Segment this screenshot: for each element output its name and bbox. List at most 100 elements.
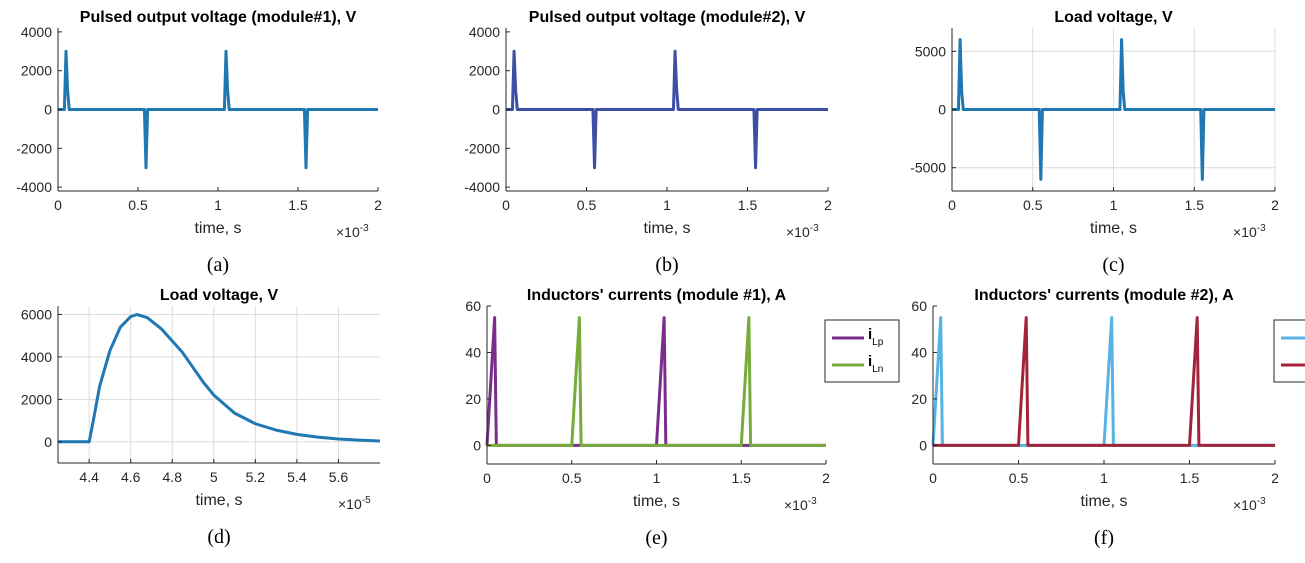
y-tick-label: 2000	[21, 391, 52, 407]
x-tick-label: 1.5	[288, 197, 308, 213]
x-tick-label: 1.5	[738, 197, 758, 213]
panel-caption: (f)	[1094, 527, 1114, 549]
x-tick-label: 0.5	[562, 470, 582, 486]
x-axis-label: time, s	[194, 220, 241, 237]
x-axis-label: time, s	[643, 220, 690, 237]
x-axis-multiplier: ×10-5	[338, 495, 371, 512]
chart-title: Inductors' currents (module #1), A	[527, 287, 787, 304]
x-axis-label: time, s	[1080, 493, 1127, 510]
y-tick-label: 2000	[21, 63, 52, 79]
y-tick-label: 20	[465, 391, 481, 407]
y-tick-label: 60	[911, 298, 927, 314]
x-tick-label: 1	[214, 197, 222, 213]
x-tick-label: 1	[1100, 470, 1108, 486]
x-tick-label: 2	[824, 197, 832, 213]
chart-title: Inductors' currents (module #2), A	[974, 287, 1234, 304]
y-tick-label: 0	[44, 434, 52, 450]
x-tick-label: 5.4	[287, 469, 307, 485]
chart-title: Load voltage, V	[1054, 9, 1173, 26]
x-tick-label: 1.5	[732, 470, 752, 486]
x-tick-label: 0.5	[577, 197, 597, 213]
x-axis-multiplier: ×10-3	[336, 223, 369, 240]
legend: iLp iLn	[824, 319, 900, 383]
y-tick-label: 5000	[915, 43, 946, 59]
y-tick-label: 40	[465, 344, 481, 360]
y-tick-label: 0	[919, 437, 927, 453]
panel-c: 0 0.5 1 1.5 2 -5000 0 5000 Load voltage, V time, …	[910, 9, 1279, 276]
y-tick-label: 4000	[21, 349, 52, 365]
panel-caption: (b)	[655, 254, 678, 276]
series-line-2	[933, 316, 1275, 447]
x-tick-label: 4.6	[121, 469, 141, 485]
x-tick-label: 2	[1271, 197, 1279, 213]
x-tick-label: 4.4	[79, 469, 99, 485]
y-tick-label: 2000	[469, 63, 500, 79]
x-tick-label: 1.5	[1180, 470, 1200, 486]
legend-entry: iLp	[868, 326, 884, 348]
x-tick-label: 2	[374, 197, 382, 213]
x-tick-label: 1	[663, 197, 671, 213]
x-tick-label: 0	[502, 197, 510, 213]
x-tick-label: 5.6	[329, 469, 349, 485]
x-axis-multiplier: ×10-3	[1233, 223, 1266, 240]
y-tick-label: -4000	[464, 179, 500, 195]
series-line-1	[58, 312, 381, 444]
x-tick-label: 1	[1110, 197, 1118, 213]
legend-box	[1273, 319, 1305, 383]
x-axis-label: time, s	[195, 492, 242, 509]
x-tick-label: 0	[929, 470, 937, 486]
y-tick-label: 0	[473, 437, 481, 453]
chart-title: Pulsed output voltage (module#2), V	[529, 9, 806, 26]
x-axis-multiplier: ×10-3	[1233, 496, 1266, 513]
y-tick-label: 6000	[21, 306, 52, 322]
y-tick-label: 0	[44, 102, 52, 118]
chart-title: Load voltage, V	[160, 287, 279, 304]
panel-a: 0 0.5 1 1.5 2 -4000 -2000 0 2000 4000 Pulsed outpu…	[16, 9, 382, 276]
x-tick-label: 0	[483, 470, 491, 486]
y-tick-label: 40	[911, 344, 927, 360]
y-tick-label: 4000	[469, 24, 500, 40]
x-tick-label: 2	[1271, 470, 1279, 486]
x-tick-label: 1	[653, 470, 661, 486]
panel-caption: (e)	[645, 527, 667, 549]
y-tick-label: -5000	[910, 160, 946, 176]
legend-entry: iLn	[868, 353, 883, 375]
y-tick-label: -2000	[16, 140, 52, 156]
panel-caption: (c)	[1102, 254, 1124, 276]
y-tick-label: 60	[465, 298, 481, 314]
y-tick-label: 0	[938, 102, 946, 118]
panel-d: 4.4 4.6 4.8 5 5.2 5.4 5.6 0 2000 4000 6000 Load vol…	[21, 287, 381, 548]
series-line-1	[58, 49, 378, 170]
x-tick-label: 0	[54, 197, 62, 213]
y-tick-label: 0	[492, 102, 500, 118]
panel-caption: (d)	[207, 526, 230, 548]
x-tick-label: 0.5	[128, 197, 148, 213]
legend-box	[824, 319, 900, 383]
panel-caption: (a)	[207, 254, 229, 276]
series-line-1	[506, 49, 828, 170]
x-tick-label: 0.5	[1023, 197, 1043, 213]
series-line-2	[487, 316, 826, 447]
x-tick-label: 4.8	[163, 469, 183, 485]
x-tick-label: 0	[948, 197, 956, 213]
y-tick-label: -4000	[16, 179, 52, 195]
x-axis-label: time, s	[1090, 220, 1137, 237]
x-axis-label: time, s	[633, 493, 680, 510]
x-axis-multiplier: ×10-3	[786, 223, 819, 240]
x-tick-label: 5.2	[246, 469, 266, 485]
y-tick-label: 20	[911, 391, 927, 407]
x-tick-label: 0.5	[1009, 470, 1029, 486]
y-tick-label: -2000	[464, 140, 500, 156]
x-tick-label: 1.5	[1185, 197, 1205, 213]
x-axis-multiplier: ×10-3	[784, 496, 817, 513]
chart-title: Pulsed output voltage (module#1), V	[80, 9, 357, 26]
panel-b: 0 0.5 1 1.5 2 -4000 -2000 0 2000 4000 Pulsed outpu…	[464, 9, 832, 276]
x-tick-label: 2	[822, 470, 830, 486]
series-line-1	[952, 38, 1275, 181]
y-tick-label: 4000	[21, 24, 52, 40]
x-tick-label: 5	[210, 469, 218, 485]
